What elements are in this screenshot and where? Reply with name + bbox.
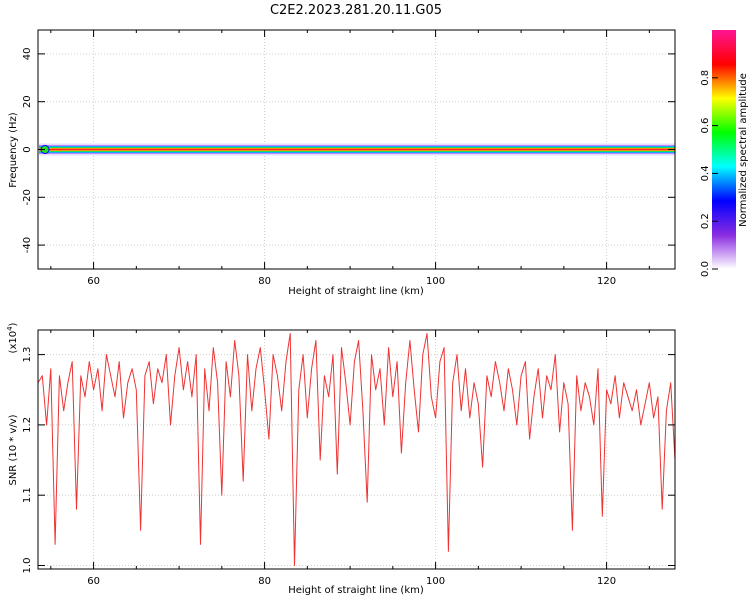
spectrogram-x-tick-label: 120 <box>597 276 616 287</box>
snr-x-tick-label: 100 <box>426 576 445 587</box>
snr-x-tick-label: 120 <box>597 576 616 587</box>
snr-y-tick-label: 1.1 <box>22 487 33 503</box>
snr-scale-prefix: (x10 <box>8 331 19 354</box>
spectrogram-y-tick-label: 20 <box>22 95 33 108</box>
snr-gridlines <box>38 330 675 569</box>
spectrogram-x-tick-label: 100 <box>426 276 445 287</box>
snr-scale-label: (x104) <box>6 322 19 353</box>
snr-x-tick-label: 60 <box>87 576 100 587</box>
spectrogram-panel: 60 80 100 120 -40 -20 0 20 40 Height of straight… <box>8 29 676 297</box>
snr-x-axis-label: Height of straight line (km) <box>288 585 424 596</box>
snr-ticks: 60 80 100 120 1.0 1.1 1.2 1.3 <box>22 330 675 587</box>
colorbar-ticks: 0.0 0.2 0.4 0.6 0.8 <box>700 70 718 277</box>
spectrogram-y-tick-label: 40 <box>22 48 33 61</box>
spectrogram-ticks: 60 80 100 120 -40 -20 0 20 40 <box>22 30 675 287</box>
colorbar-tick-label: 0.8 <box>700 70 711 86</box>
snr-y-tick-label: 1.2 <box>22 417 33 433</box>
spectrogram-ridge <box>39 143 675 156</box>
spectrogram-y-tick-label: 0 <box>22 146 33 152</box>
snr-series-line <box>37 333 676 566</box>
spectrogram-y-tick-label: -40 <box>22 237 33 253</box>
spectrogram-x-tick-label: 60 <box>87 276 100 287</box>
colorbar-tick-label: 0.4 <box>700 165 711 181</box>
colorbar: 0.0 0.2 0.4 0.6 0.8 Normalized spectral ampl… <box>700 30 749 277</box>
snr-scale-close: ) <box>8 322 19 326</box>
colorbar-label: Normalized spectral amplitude <box>738 73 749 227</box>
colorbar-tick-label: 0.2 <box>700 213 711 229</box>
snr-y-tick-label: 1.3 <box>22 347 33 363</box>
colorbar-tick-label: 0.6 <box>700 118 711 134</box>
spectrogram-y-tick-label: -20 <box>22 189 33 205</box>
figure-title: C2E2.2023.281.20.11.G05 <box>270 3 442 18</box>
snr-scale-exponent: 4 <box>6 326 14 331</box>
snr-y-axis-label: SNR (10 * v/v) <box>8 414 19 485</box>
snr-x-tick-label: 80 <box>258 576 271 587</box>
spectrogram-x-axis-label: Height of straight line (km) <box>288 286 424 297</box>
spectrogram-x-tick-label: 80 <box>258 276 271 287</box>
snr-y-tick-label: 1.0 <box>22 558 33 574</box>
snr-frame <box>37 329 676 570</box>
ridge-red-core <box>39 148 675 151</box>
colorbar-gradient <box>712 30 736 269</box>
colorbar-tick-label: 0.0 <box>700 261 711 277</box>
snr-plot-area <box>38 330 675 569</box>
snr-panel: 60 80 100 120 1.0 1.1 1.2 1.3 Height of straigh… <box>6 322 676 596</box>
snr-series <box>37 333 676 566</box>
spectrogram-y-axis-label: Frequency (Hz) <box>8 112 19 188</box>
